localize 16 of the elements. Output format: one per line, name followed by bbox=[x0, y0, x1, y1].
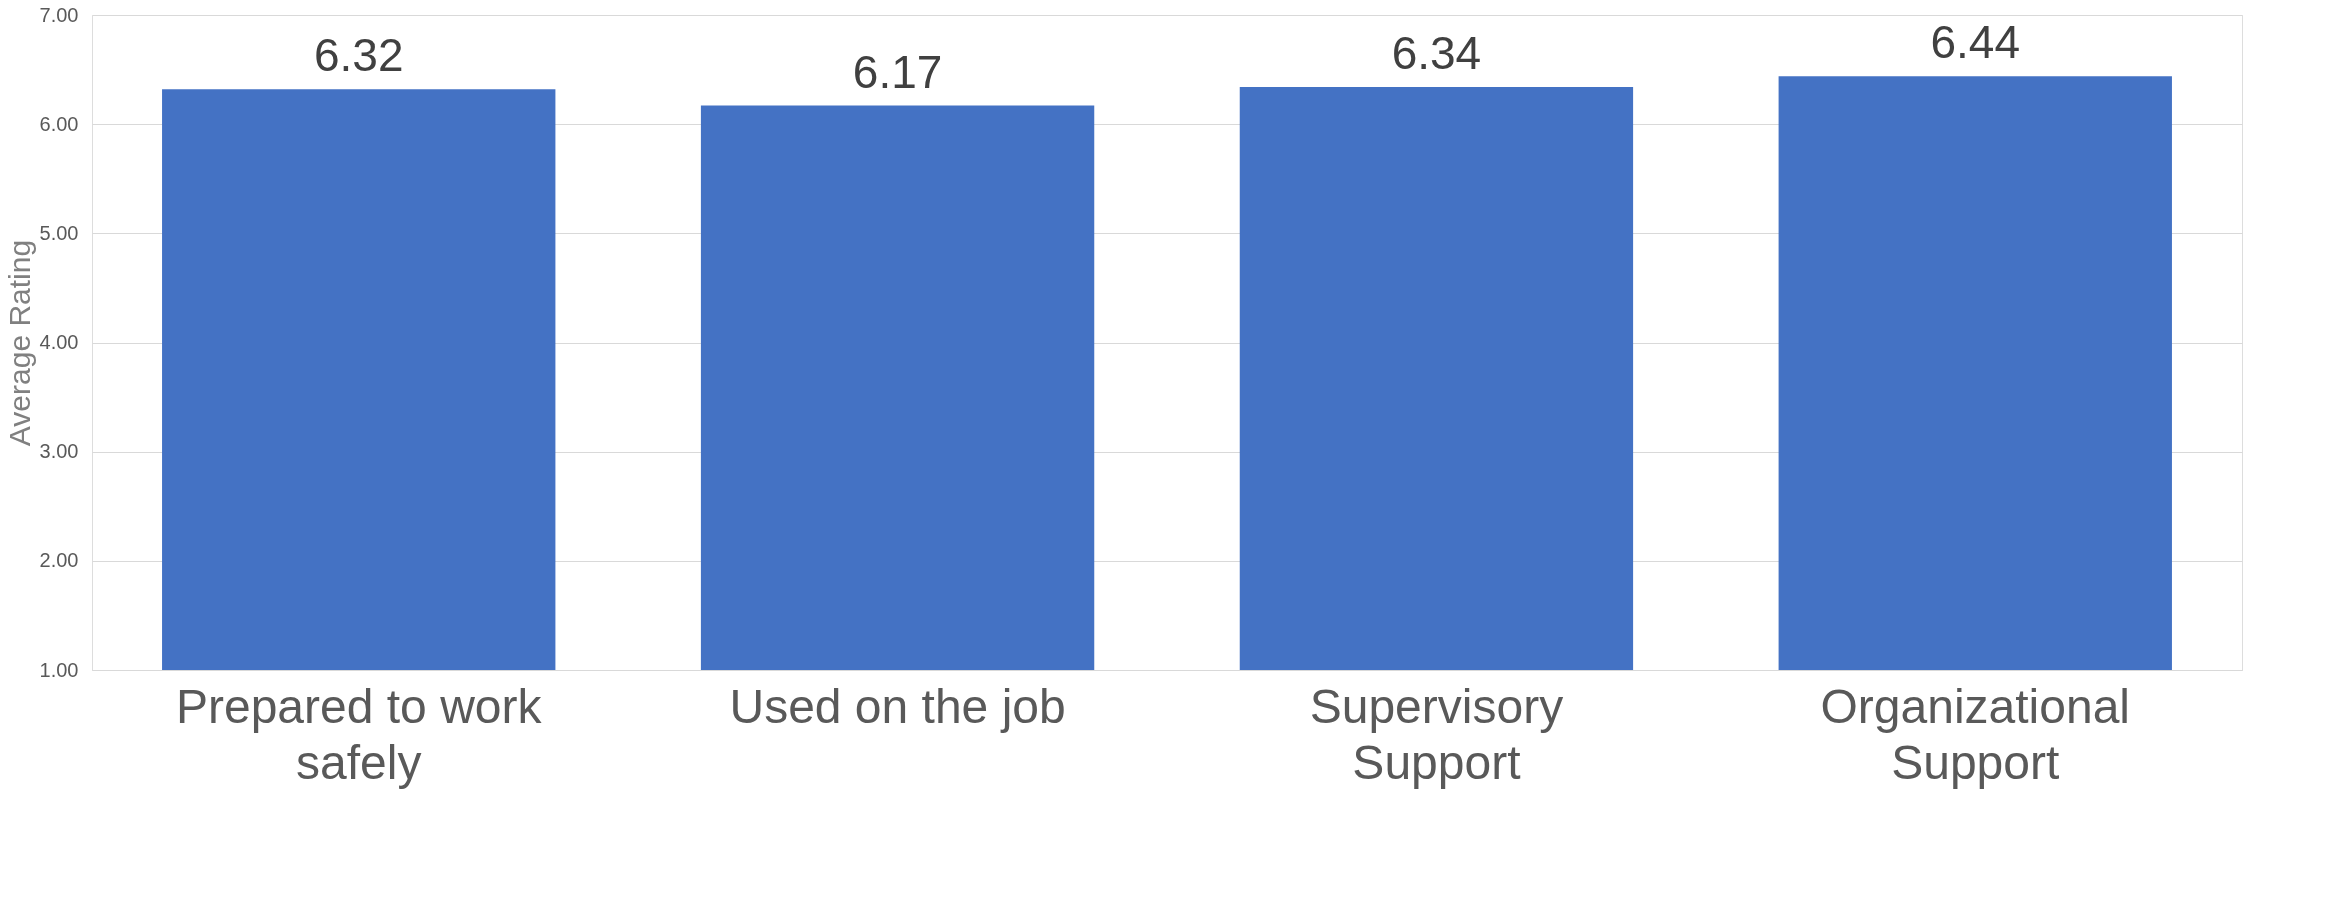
data-label: 6.44 bbox=[1930, 16, 2021, 69]
data-label: 6.34 bbox=[1391, 27, 1482, 80]
x-tick-label: Used on the job bbox=[729, 679, 1066, 733]
y-tick-label: 6.00 bbox=[39, 112, 79, 135]
y-tick-label: 1.00 bbox=[39, 658, 79, 681]
x-tick-label: Prepared to work safely bbox=[175, 679, 543, 789]
x-tick-label: Organizational Support bbox=[1820, 679, 2131, 789]
y-tick-label: 3.00 bbox=[39, 440, 79, 463]
y-tick-label: 4.00 bbox=[39, 331, 79, 353]
y-tick-label: 2.00 bbox=[39, 549, 79, 572]
y-tick-label: 5.00 bbox=[39, 221, 79, 244]
x-tick-label: Supervisory Support bbox=[1309, 679, 1564, 789]
y-tick-label: 7.00 bbox=[39, 3, 79, 26]
data-label: 6.17 bbox=[852, 45, 943, 98]
y-axis-title: Average Rating bbox=[2, 239, 36, 447]
data-label: 6.32 bbox=[313, 29, 404, 82]
